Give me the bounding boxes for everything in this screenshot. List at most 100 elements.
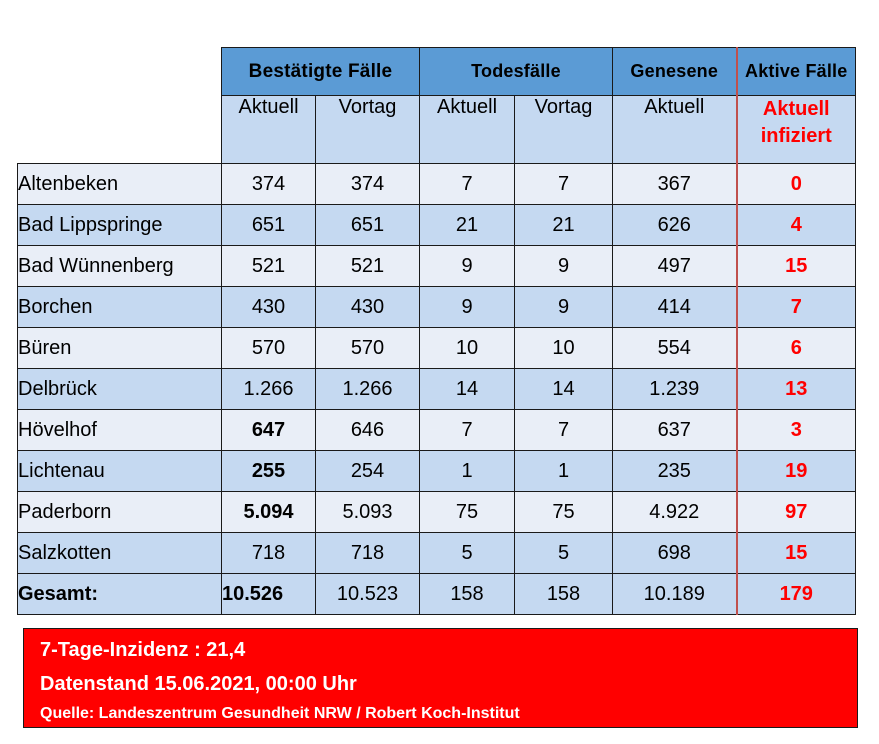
municipality-name: Salzkotten xyxy=(17,532,222,574)
confirmed-current: 255 xyxy=(221,450,316,492)
total-row: Gesamt: 10.526 10.523 158 158 10.189 179 xyxy=(17,573,856,615)
total-label: Gesamt: xyxy=(17,573,222,615)
table-row: Büren 570 570 10 10 554 6 xyxy=(17,327,856,369)
confirmed-previous: 430 xyxy=(315,286,420,328)
active-infected: 4 xyxy=(735,204,856,246)
deaths-previous: 1 xyxy=(514,450,613,492)
group-header-active: Aktive Fälle xyxy=(735,47,856,96)
deaths-previous: 7 xyxy=(514,409,613,451)
table-row: Bad Lippspringe 651 651 21 21 626 4 xyxy=(17,204,856,246)
group-header-confirmed: Bestätigte Fälle xyxy=(221,47,420,96)
confirmed-previous: 5.093 xyxy=(315,491,420,533)
recovered-current: 235 xyxy=(612,450,737,492)
deaths-current: 7 xyxy=(419,409,515,451)
total-deaths-current: 158 xyxy=(419,573,515,615)
deaths-previous: 75 xyxy=(514,491,613,533)
table-row: Lichtenau 255 254 1 1 235 19 xyxy=(17,450,856,492)
confirmed-current: 5.094 xyxy=(221,491,316,533)
subheader-corner xyxy=(17,95,222,164)
deaths-previous: 9 xyxy=(514,245,613,287)
recovered-current: 626 xyxy=(612,204,737,246)
total-recovered-current: 10.189 xyxy=(612,573,737,615)
active-infected: 13 xyxy=(735,368,856,410)
subheader-active-line2: infiziert xyxy=(760,125,832,147)
subheader-confirmed-previous: Vortag xyxy=(315,95,420,164)
confirmed-current: 647 xyxy=(221,409,316,451)
deaths-current: 9 xyxy=(419,245,515,287)
municipality-name: Bad Lippspringe xyxy=(17,204,222,246)
deaths-current: 14 xyxy=(419,368,515,410)
confirmed-current: 374 xyxy=(221,163,316,205)
recovered-current: 554 xyxy=(612,327,737,369)
subheader-recovered-current: Aktuell xyxy=(612,95,737,164)
municipality-name: Delbrück xyxy=(17,368,222,410)
municipality-name: Lichtenau xyxy=(17,450,222,492)
confirmed-previous: 254 xyxy=(315,450,420,492)
table-row: Altenbeken 374 374 7 7 367 0 xyxy=(17,163,856,205)
confirmed-previous: 521 xyxy=(315,245,420,287)
municipality-name: Bad Wünnenberg xyxy=(17,245,222,287)
municipality-name: Altenbeken xyxy=(17,163,222,205)
deaths-current: 75 xyxy=(419,491,515,533)
active-infected: 15 xyxy=(735,245,856,287)
confirmed-previous: 374 xyxy=(315,163,420,205)
confirmed-current: 1.266 xyxy=(221,368,316,410)
deaths-current: 1 xyxy=(419,450,515,492)
confirmed-current: 651 xyxy=(221,204,316,246)
recovered-current: 497 xyxy=(612,245,737,287)
subheader-deaths-current: Aktuell xyxy=(419,95,515,164)
deaths-previous: 14 xyxy=(514,368,613,410)
deaths-previous: 5 xyxy=(514,532,613,574)
active-infected: 6 xyxy=(735,327,856,369)
table-row: Borchen 430 430 9 9 414 7 xyxy=(17,286,856,328)
municipality-name: Paderborn xyxy=(17,491,222,533)
deaths-current: 9 xyxy=(419,286,515,328)
subheader-active-line1: Aktuell xyxy=(762,98,830,120)
source-text: Quelle: Landeszentrum Gesundheit NRW / R… xyxy=(40,705,520,722)
recovered-current: 637 xyxy=(612,409,737,451)
active-infected: 19 xyxy=(735,450,856,492)
deaths-current: 7 xyxy=(419,163,515,205)
header-corner xyxy=(17,47,222,96)
deaths-previous: 21 xyxy=(514,204,613,246)
active-infected: 97 xyxy=(735,491,856,533)
total-active-infected: 179 xyxy=(735,573,856,615)
deaths-previous: 9 xyxy=(514,286,613,328)
municipality-name: Büren xyxy=(17,327,222,369)
table-row: Salzkotten 718 718 5 5 698 15 xyxy=(17,532,856,574)
recovered-current: 1.239 xyxy=(612,368,737,410)
subheader-confirmed-current: Aktuell xyxy=(221,95,316,164)
active-infected: 3 xyxy=(735,409,856,451)
active-infected: 0 xyxy=(735,163,856,205)
confirmed-previous: 651 xyxy=(315,204,420,246)
table-row: Hövelhof 647 646 7 7 637 3 xyxy=(17,409,856,451)
total-confirmed-previous: 10.523 xyxy=(315,573,420,615)
deaths-current: 10 xyxy=(419,327,515,369)
data-status-text: Datenstand 15.06.2021, 00:00 Uhr xyxy=(40,673,357,695)
deaths-previous: 10 xyxy=(514,327,613,369)
deaths-current: 5 xyxy=(419,532,515,574)
recovered-current: 698 xyxy=(612,532,737,574)
info-banner: 7-Tage-Inzidenz : 21,4 Datenstand 15.06.… xyxy=(23,628,858,728)
confirmed-previous: 718 xyxy=(315,532,420,574)
incidence-text: 7-Tage-Inzidenz : 21,4 xyxy=(40,639,246,661)
confirmed-current: 570 xyxy=(221,327,316,369)
total-deaths-previous: 158 xyxy=(514,573,613,615)
deaths-current: 21 xyxy=(419,204,515,246)
confirmed-current: 521 xyxy=(221,245,316,287)
recovered-current: 414 xyxy=(612,286,737,328)
confirmed-current: 718 xyxy=(221,532,316,574)
recovered-current: 4.922 xyxy=(612,491,737,533)
group-header-deaths: Todesfälle xyxy=(419,47,613,96)
confirmed-current: 430 xyxy=(221,286,316,328)
municipality-name: Borchen xyxy=(17,286,222,328)
cases-table: Bestätigte Fälle Todesfälle Genesene Akt… xyxy=(17,47,856,615)
table-row: Paderborn 5.094 5.093 75 75 4.922 97 xyxy=(17,491,856,533)
recovered-current: 367 xyxy=(612,163,737,205)
table-row: Delbrück 1.266 1.266 14 14 1.239 13 xyxy=(17,368,856,410)
active-infected: 7 xyxy=(735,286,856,328)
deaths-previous: 7 xyxy=(514,163,613,205)
confirmed-previous: 570 xyxy=(315,327,420,369)
confirmed-previous: 1.266 xyxy=(315,368,420,410)
confirmed-previous: 646 xyxy=(315,409,420,451)
